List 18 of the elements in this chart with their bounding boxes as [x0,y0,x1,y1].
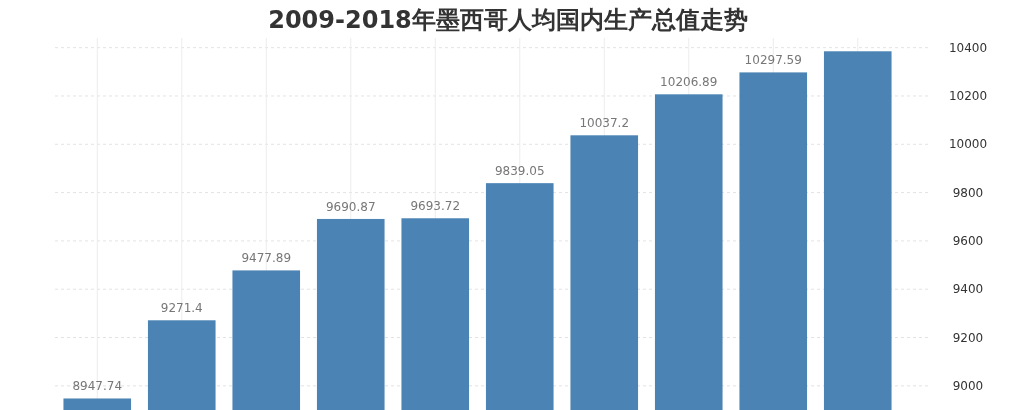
data-label: 9477.89 [241,251,292,266]
data-label: 10297.59 [744,53,802,68]
y-tick-label: 10200 [948,88,988,103]
data-label: 9693.72 [410,199,461,214]
y-tick-label: 9400 [952,282,984,297]
data-label: 9271.4 [160,301,203,316]
data-label: 10037.2 [579,116,630,131]
data-label: 8947.74 [72,379,123,394]
chart-title: 2009-2018年墨西哥人均国内生产总值走势 [268,6,748,34]
data-label: 10206.89 [660,75,718,90]
y-tick-label: 10400 [948,40,988,55]
y-tick-label: 9600 [952,233,984,248]
data-label: 9839.05 [494,164,545,179]
y-tick-label: 9800 [952,185,984,200]
y-tick-label: 10000 [948,137,988,152]
data-label: 9690.87 [325,199,376,214]
y-tick-label: 9000 [952,378,984,393]
y-tick-label: 9200 [952,330,984,345]
